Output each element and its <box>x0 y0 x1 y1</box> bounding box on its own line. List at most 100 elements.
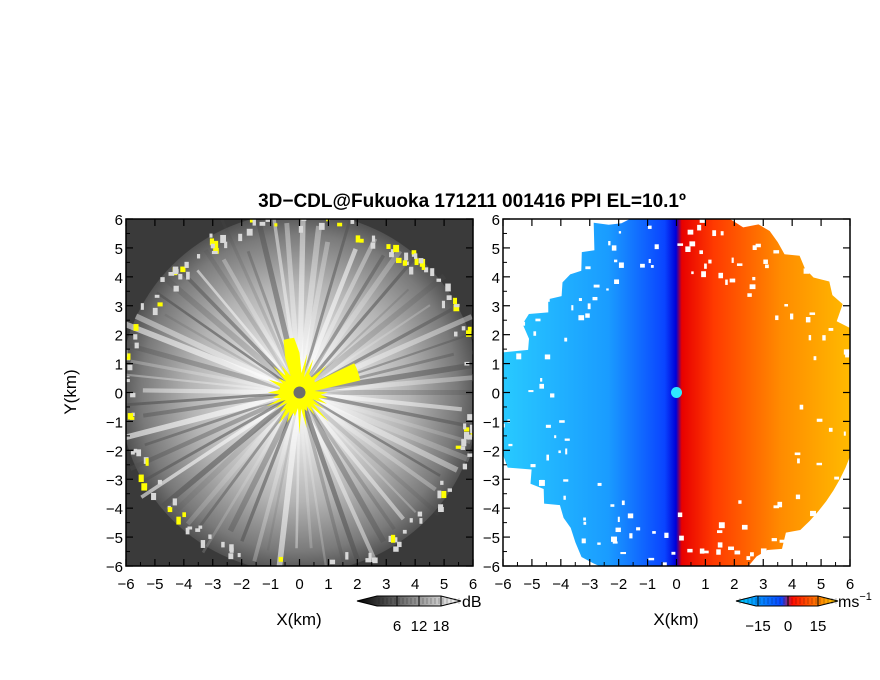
reflectivity-ray <box>298 256 417 394</box>
reflectivity-rim-pixel <box>462 463 468 470</box>
reflectivity-ray <box>201 391 301 554</box>
x-tick-label: −4 <box>175 576 192 593</box>
velocity-gap-pixel <box>763 259 768 264</box>
velocity-gap-pixel <box>654 244 659 250</box>
reflectivity-rim-pixel <box>198 525 203 529</box>
reflectivity-rim-pixel <box>131 412 135 417</box>
velocity-gap-pixel <box>662 562 667 566</box>
reflectivity-rim-pixel <box>467 414 473 421</box>
reflectivity-rim-pixel <box>388 535 393 542</box>
velocity-gap-pixel <box>530 464 536 468</box>
reflectivity-rim-pixel <box>167 507 173 513</box>
y-tick-label: 6 <box>115 212 123 229</box>
reflectivity-ray <box>266 392 301 551</box>
reflectivity-rim-pixel <box>129 416 135 420</box>
reflectivity-rim-pixel <box>134 342 139 349</box>
reflectivity-rim <box>126 219 487 566</box>
velocity-gap-pixel <box>809 312 816 315</box>
velocity-gap-pixel <box>629 533 633 539</box>
reflectivity-rim-pixel <box>368 552 372 560</box>
velocity-gap-pixel <box>810 510 816 517</box>
reflectivity-rim-pixel <box>131 451 135 455</box>
reflectivity-rim-pixel <box>365 558 372 563</box>
velocity-gap-pixel <box>508 443 513 447</box>
reflectivity-colorbar: 6 12 18 dB <box>356 594 482 635</box>
x-tick-label: −5 <box>146 576 163 593</box>
reflectivity-rim-pixel <box>370 242 376 249</box>
reflectivity-rim-pixel <box>424 267 429 273</box>
velocity-gap-pixel <box>544 354 551 360</box>
reflectivity-rim-pixel <box>185 527 190 535</box>
velocity-gap-pixel <box>771 538 777 542</box>
velocity-gap-pixel <box>547 298 550 302</box>
reflectivity-rim-pixel <box>441 300 446 309</box>
velocity-gap-pixel <box>620 551 627 555</box>
velocity-colorbar-bar <box>735 595 839 607</box>
x-tick-label: −2 <box>610 576 627 593</box>
velocity-gap-pixel <box>558 450 561 454</box>
reflectivity-ray <box>126 391 300 407</box>
reflectivity-ray <box>298 304 431 394</box>
reflectivity-rim-pixel <box>359 238 364 243</box>
reflectivity-rim-pixel <box>209 233 213 238</box>
x-tick-label: −1 <box>639 576 656 593</box>
velocity-gap-pixel <box>773 250 780 254</box>
radar-site-marker <box>293 386 306 399</box>
velocity-gap-pixel <box>528 390 534 393</box>
reflectivity-rim-pixel <box>252 219 256 226</box>
reflectivity-rim-pixel <box>196 254 201 259</box>
x-tick-label: −1 <box>262 576 279 593</box>
reflectivity-rim-pixel <box>411 250 417 255</box>
reflectivity-rim-pixel <box>446 295 452 301</box>
velocity-gap-pixel <box>687 229 694 235</box>
reflectivity-rim-pixel <box>419 518 423 524</box>
reflectivity-field <box>126 219 487 566</box>
velocity-gap-pixel <box>677 243 684 246</box>
velocity-gap-pixel <box>679 535 684 541</box>
velocity-gap-pixel <box>540 378 543 382</box>
reflectivity-ray <box>298 389 459 473</box>
reflectivity-rim-pixel <box>405 261 409 266</box>
y-tick-label: −5 <box>483 530 500 547</box>
velocity-gap-pixel <box>640 263 645 268</box>
reflectivity-rim-pixel <box>178 273 183 280</box>
reflectivity-rim-pixel <box>237 553 241 558</box>
velocity-gap-pixel <box>572 266 578 270</box>
velocity-colorbar: −15 0 15 ms−1 <box>735 591 872 635</box>
reflectivity-rim-pixel <box>402 260 407 266</box>
reflectivity-rim-pixel <box>413 253 418 259</box>
velocity-gap-pixel <box>813 356 817 361</box>
velocity-gap-pixel <box>503 423 505 428</box>
chart-title: 3D−CDL@Fukuoka 171211 001416 PPI EL=10.1… <box>258 191 686 212</box>
velocity-gap-pixel <box>650 265 654 268</box>
reflectivity-rim-pixel <box>371 235 376 242</box>
velocity-gap-pixel <box>734 550 741 555</box>
reflectivity-rim-pixel <box>145 458 149 466</box>
y-tick-label: −3 <box>106 472 123 489</box>
reflectivity-rim-pixel <box>482 406 487 411</box>
reflectivity-rim-pixel <box>371 557 378 564</box>
reflectivity-rim-pixel <box>127 364 133 371</box>
reflectivity-rim-pixel <box>393 537 398 543</box>
reflectivity-rim-pixel <box>133 324 139 331</box>
radar-site-marker <box>671 387 682 398</box>
velocity-gap-pixel <box>652 531 656 534</box>
y-tick-label: 3 <box>492 299 500 316</box>
x-tick-label: 0 <box>295 576 303 593</box>
velocity-gap-pixel <box>708 259 712 264</box>
colorbar-tick-label: −15 <box>745 618 770 635</box>
reflectivity-ray <box>185 390 302 526</box>
reflectivity-ray <box>195 391 301 532</box>
velocity-panel: −6 −5 −4 −3 −2 −1 0 1 2 3 4 5 6 6 5 4 3 2 1 0 −1 −2 −3 −4 −5 −6 X… <box>483 212 854 629</box>
velocity-gap-pixel <box>701 271 706 278</box>
reflectivity-rim-pixel <box>421 263 426 270</box>
colorbar-tick-label: 6 <box>393 618 401 635</box>
velocity-gap-pixel <box>805 317 811 323</box>
velocity-gap-pixel <box>808 335 812 341</box>
velocity-gap-pixel <box>563 479 569 482</box>
reflectivity-rim-pixel <box>195 528 201 532</box>
y-tick-label: −2 <box>483 443 500 460</box>
velocity-gap-pixel <box>597 482 602 486</box>
y-tick-label: −6 <box>483 559 500 576</box>
reflectivity-rim-pixel <box>467 326 472 331</box>
